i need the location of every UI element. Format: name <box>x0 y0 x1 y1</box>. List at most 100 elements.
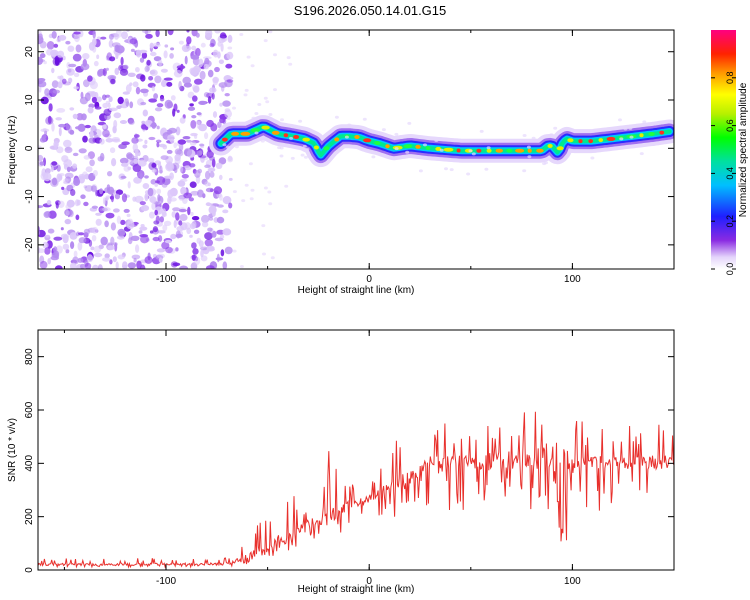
noise-blob <box>75 44 82 53</box>
noise-blob <box>156 248 166 253</box>
noise-blob <box>284 184 289 188</box>
noise-blob <box>140 101 147 106</box>
colorbar-tick-label: 0.8 <box>725 72 735 85</box>
noise-blob <box>198 100 207 105</box>
noise-blob <box>191 216 200 221</box>
noise-blob <box>75 214 80 221</box>
noise-blob <box>619 137 624 141</box>
noise-blob <box>57 81 63 89</box>
noise-blob <box>204 239 213 247</box>
noise-blob <box>270 256 275 260</box>
noise-blob <box>125 101 130 107</box>
noise-blob <box>135 67 140 73</box>
noise-blob <box>418 169 423 173</box>
noise-blob <box>195 32 200 38</box>
noise-blob <box>97 156 104 162</box>
noise-blob <box>298 119 303 123</box>
noise-blob <box>172 262 181 267</box>
noise-blob <box>132 81 139 88</box>
noise-blob <box>190 67 200 77</box>
noise-blob <box>204 232 213 240</box>
noise-blob <box>52 57 61 66</box>
noise-blob <box>114 33 119 40</box>
ridge-peak <box>293 135 300 139</box>
noise-blob <box>122 261 128 269</box>
noise-blob <box>46 48 54 56</box>
noise-blob <box>214 30 221 34</box>
noise-blob <box>189 103 194 107</box>
noise-blob <box>479 129 484 133</box>
noise-region <box>38 30 293 269</box>
noise-blob <box>69 232 78 240</box>
spectrogram-xlabel: Height of straight line (km) <box>298 285 415 296</box>
noise-blob <box>89 130 94 139</box>
noise-blob <box>198 58 204 68</box>
noise-blob <box>91 226 98 234</box>
noise-blob <box>204 164 211 169</box>
noise-blob <box>127 166 132 171</box>
noise-blob <box>164 44 169 48</box>
noise-blob <box>38 33 43 40</box>
x-tick-label: 100 <box>564 576 581 587</box>
noise-blob <box>100 236 108 246</box>
noise-blob <box>199 246 209 251</box>
noise-blob <box>227 34 233 44</box>
noise-blob <box>139 173 143 180</box>
noise-blob <box>197 189 204 198</box>
noise-blob <box>53 246 58 254</box>
noise-blob <box>244 183 249 187</box>
noise-blob <box>156 188 162 195</box>
noise-blob <box>300 153 305 157</box>
noise-blob <box>117 228 126 237</box>
noise-blob <box>163 77 173 81</box>
noise-blob <box>38 154 44 162</box>
noise-blob <box>54 265 63 269</box>
noise-blob <box>39 53 46 59</box>
noise-blob <box>191 242 197 249</box>
y-tick-label: 0 <box>24 145 35 151</box>
noise-blob <box>170 47 175 51</box>
noise-blob <box>307 128 312 132</box>
noise-blob <box>61 155 69 163</box>
noise-blob <box>166 81 173 87</box>
noise-blob <box>133 257 137 263</box>
noise-blob <box>268 30 273 34</box>
noise-blob <box>629 135 634 139</box>
noise-blob <box>66 210 70 216</box>
noise-blob <box>262 252 266 256</box>
noise-blob <box>158 143 167 148</box>
noise-blob <box>87 75 93 82</box>
ridge-peak <box>556 146 564 151</box>
noise-blob <box>144 256 153 264</box>
ridge-peak <box>354 135 360 139</box>
noise-blob <box>44 247 51 255</box>
ridge-peak <box>403 144 412 149</box>
noise-blob <box>267 190 272 194</box>
noise-blob <box>218 157 227 165</box>
noise-blob <box>182 76 191 85</box>
noise-blob <box>45 234 50 238</box>
noise-blob <box>156 103 164 108</box>
y-tick-label: 800 <box>24 348 35 365</box>
noise-blob <box>72 53 82 62</box>
noise-blob <box>127 72 136 78</box>
noise-blob <box>222 261 228 269</box>
noise-blob <box>154 183 158 187</box>
noise-blob <box>486 146 491 150</box>
noise-blob <box>92 264 99 269</box>
noise-blob <box>226 79 234 83</box>
noise-blob <box>227 155 233 161</box>
noise-blob <box>149 230 154 234</box>
noise-blob <box>73 250 78 258</box>
noise-blob <box>206 202 213 207</box>
noise-blob <box>154 75 162 84</box>
noise-blob <box>48 210 57 219</box>
noise-blob <box>190 120 197 129</box>
noise-blob <box>105 100 111 105</box>
noise-blob <box>89 159 95 167</box>
noise-blob <box>127 181 131 189</box>
noise-blob <box>121 31 128 40</box>
noise-blob <box>50 166 54 172</box>
noise-blob <box>241 199 246 203</box>
